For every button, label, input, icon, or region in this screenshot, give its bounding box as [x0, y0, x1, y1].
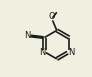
Text: N: N	[39, 48, 45, 57]
Text: O: O	[49, 12, 55, 21]
Text: N: N	[68, 48, 74, 57]
Text: N: N	[24, 31, 30, 41]
